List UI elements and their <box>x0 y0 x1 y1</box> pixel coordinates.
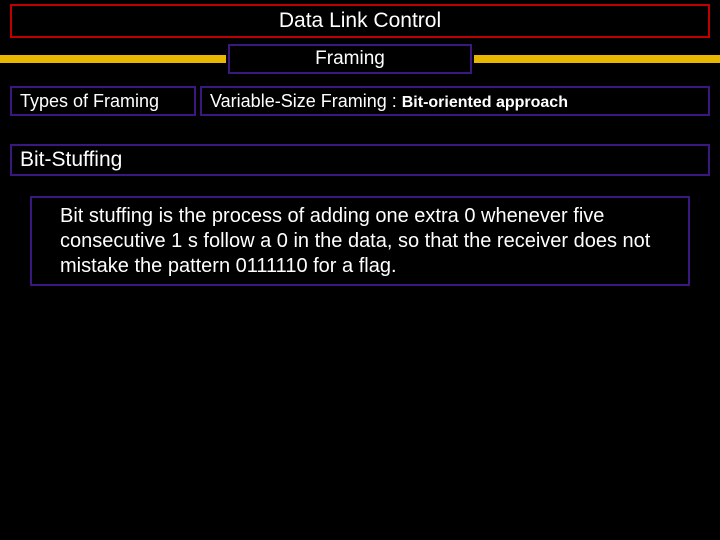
page-title: Data Link Control <box>279 9 441 33</box>
variable-label-prefix: Variable-Size Framing : <box>210 91 402 111</box>
body-box: Bit stuffing is the process of adding on… <box>30 196 690 286</box>
subtitle-text: Framing <box>315 48 385 70</box>
variable-label-bold: Bit-oriented approach <box>402 94 568 111</box>
accent-bar-right <box>474 55 720 63</box>
subtitle-box: Framing <box>228 44 472 74</box>
section-heading-box: Bit-Stuffing <box>10 144 710 176</box>
body-text: Bit stuffing is the process of adding on… <box>60 204 678 279</box>
accent-bar-left <box>0 55 226 63</box>
section-heading: Bit-Stuffing <box>20 148 122 172</box>
types-label: Types of Framing <box>20 91 159 112</box>
types-box: Types of Framing <box>10 86 196 116</box>
variable-box: Variable-Size Framing : Bit-oriented app… <box>200 86 710 116</box>
variable-label: Variable-Size Framing : Bit-oriented app… <box>210 91 568 112</box>
title-box: Data Link Control <box>10 4 710 38</box>
